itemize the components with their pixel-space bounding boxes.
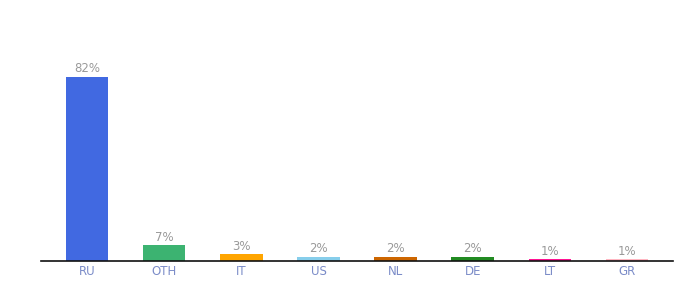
Text: 7%: 7% — [155, 231, 173, 244]
Bar — [66, 76, 108, 261]
Bar — [220, 254, 262, 261]
Text: 3%: 3% — [232, 240, 250, 253]
Text: 82%: 82% — [74, 62, 100, 75]
Bar — [452, 256, 494, 261]
Bar — [143, 245, 186, 261]
Bar — [375, 256, 417, 261]
Bar — [606, 259, 648, 261]
Text: 2%: 2% — [463, 242, 482, 255]
Text: 2%: 2% — [309, 242, 328, 255]
Bar — [297, 256, 339, 261]
Text: 1%: 1% — [617, 244, 636, 258]
Text: 1%: 1% — [541, 244, 559, 258]
Text: 2%: 2% — [386, 242, 405, 255]
Bar — [528, 259, 571, 261]
